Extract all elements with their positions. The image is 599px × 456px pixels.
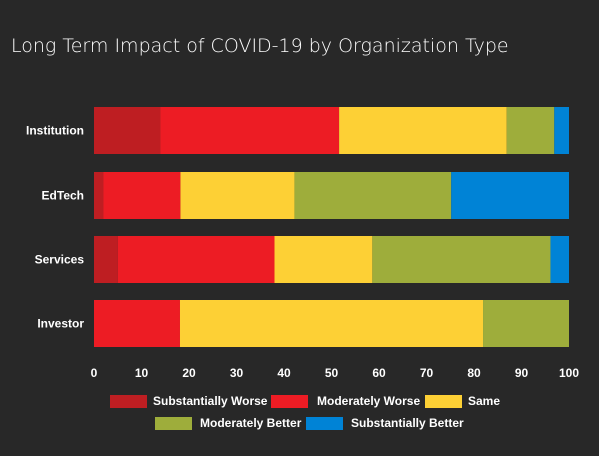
legend-label: Substantially Worse: [153, 394, 268, 408]
category-label: Investor: [37, 317, 84, 331]
x-tick-label: 0: [91, 366, 98, 380]
legend-label: Moderately Better: [200, 416, 302, 430]
x-tick-label: 30: [230, 366, 244, 380]
legend-swatch: [155, 417, 192, 430]
legend-item: Same: [425, 394, 500, 408]
bar-segment: [483, 300, 569, 347]
x-axis-ticks: 0 10 20 30 40 50 60 70 80 90 100: [91, 366, 580, 380]
bar-segment: [94, 236, 118, 283]
bar-segment: [294, 172, 452, 219]
legend-swatch: [425, 395, 462, 408]
bar-segment: [339, 107, 507, 154]
legend: Substantially Worse Moderately Worse Same M…: [110, 394, 500, 430]
x-tick-label: 10: [135, 366, 149, 380]
bar-segment: [180, 172, 295, 219]
bar-segment: [94, 300, 180, 347]
bar-segment: [179, 300, 484, 347]
category-labels: Institution EdTech Services Investor: [26, 124, 84, 331]
legend-label: Substantially Better: [351, 416, 464, 430]
bar-segment: [274, 236, 373, 283]
category-label: Services: [35, 253, 85, 267]
x-tick-label: 50: [325, 366, 339, 380]
bar-segment: [372, 236, 551, 283]
x-tick-label: 70: [420, 366, 434, 380]
bar-segment: [103, 172, 181, 219]
bar-segment: [117, 236, 275, 283]
bar-segment: [94, 107, 161, 154]
legend-item: Substantially Worse: [110, 394, 268, 408]
bar-segment: [550, 236, 569, 283]
x-tick-label: 90: [515, 366, 529, 380]
bar-segment: [451, 172, 569, 219]
legend-label: Moderately Worse: [317, 394, 420, 408]
chart-title: Long Term Impact of COVID-19 by Organiza…: [11, 35, 509, 57]
bar-segment: [554, 107, 569, 154]
legend-label: Same: [468, 394, 500, 408]
bar-segment: [506, 107, 555, 154]
x-tick-label: 40: [277, 366, 291, 380]
legend-swatch: [110, 395, 147, 408]
category-label: EdTech: [42, 189, 84, 203]
bar-segment: [160, 107, 340, 154]
category-label: Institution: [26, 124, 84, 138]
bars-group: [94, 107, 569, 347]
legend-item: Moderately Worse: [271, 394, 420, 408]
x-tick-label: 100: [559, 366, 579, 380]
bar-segment: [94, 172, 104, 219]
legend-item: Substantially Better: [306, 416, 464, 430]
x-tick-label: 80: [467, 366, 481, 380]
x-tick-label: 60: [372, 366, 386, 380]
legend-item: Moderately Better: [155, 416, 302, 430]
legend-swatch: [306, 417, 343, 430]
legend-swatch: [271, 395, 308, 408]
x-tick-label: 20: [182, 366, 196, 380]
